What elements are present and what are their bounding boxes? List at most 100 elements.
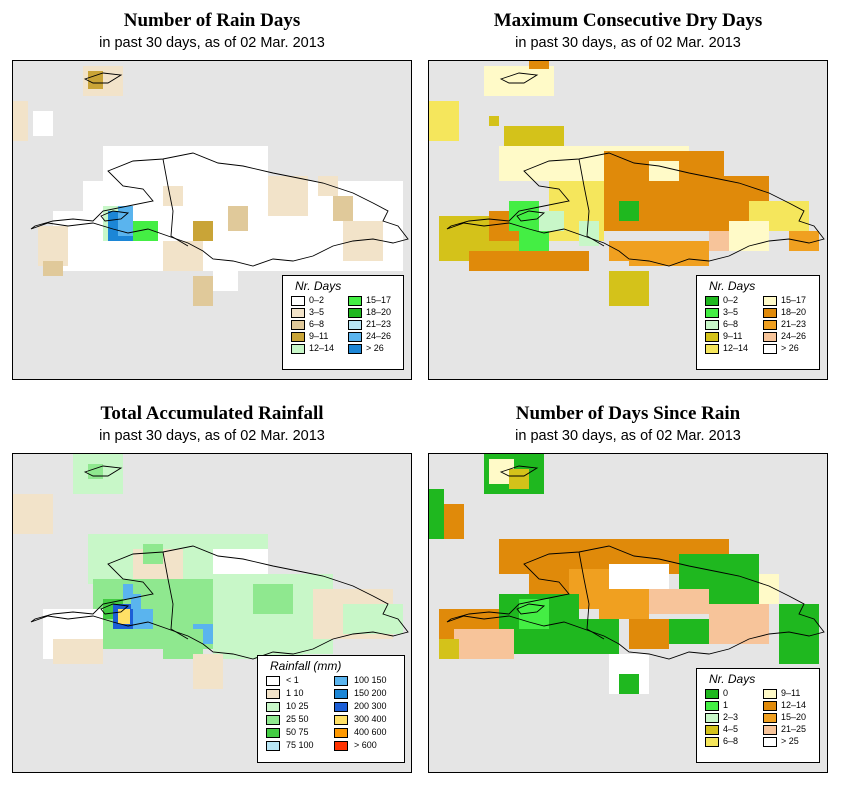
border-line	[578, 551, 605, 640]
legend-label: 300 400	[354, 714, 387, 724]
legend-label: 6–8	[723, 736, 739, 746]
legend-swatch	[705, 737, 719, 747]
legend-swatch	[266, 676, 280, 686]
legend-swatch	[348, 308, 362, 318]
legend-label: 75 100	[286, 740, 314, 750]
legend-label: 6–8	[309, 319, 325, 329]
legend-label: 18–20	[366, 307, 392, 317]
panel-subtitle: in past 30 days, as of 02 Mar. 2013	[515, 428, 741, 444]
panel-days-since-rain: Number of Days Since Rain in past 30 day…	[428, 403, 828, 783]
map-canvas	[429, 454, 825, 694]
legend-swatch	[348, 344, 362, 354]
legend-days-since-rain: Nr. Days 0 1 2–3 4–5 6–8 9–11 12–14 15–2…	[696, 668, 820, 763]
legend-swatch	[291, 308, 305, 318]
legend-label: > 26	[366, 343, 384, 353]
legend-label: 400 600	[354, 727, 387, 737]
legend-swatch	[705, 296, 719, 306]
legend-label: 3–5	[723, 307, 739, 317]
legend-label: 2–3	[723, 712, 739, 722]
legend-label: 24–26	[781, 331, 807, 341]
legend-label: 15–17	[366, 295, 392, 305]
legend-label: 1 10	[286, 688, 304, 698]
legend-label: 9–11	[781, 688, 801, 698]
legend-swatch	[348, 296, 362, 306]
legend-label: 200 300	[354, 701, 387, 711]
legend-label: 10 25	[286, 701, 309, 711]
legend-swatch	[763, 344, 777, 354]
legend-swatch	[291, 296, 305, 306]
island-gonave	[100, 210, 130, 222]
panel-title: Total Accumulated Rainfall	[100, 403, 324, 424]
legend-swatch	[705, 308, 719, 318]
legend-swatch	[705, 701, 719, 711]
legend-swatch	[763, 701, 777, 711]
panel-title: Number of Rain Days	[123, 10, 301, 31]
legend-swatch	[763, 725, 777, 735]
legend-label: 1	[723, 700, 729, 710]
legend-swatch	[291, 332, 305, 342]
legend-swatch	[705, 320, 719, 330]
legend-rain-days: Nr. Days 0–2 3–5 6–8 9–11 12–14 15–17 18…	[282, 275, 404, 370]
map-rain-days	[12, 60, 412, 380]
island-gonave	[516, 603, 546, 615]
legend-swatch	[334, 676, 348, 686]
legend-label: 150 200	[354, 688, 387, 698]
legend-title: Rainfall (mm)	[270, 659, 342, 673]
legend-swatch	[334, 689, 348, 699]
grid-cells	[429, 61, 819, 306]
panel-subtitle: in past 30 days, as of 02 Mar. 2013	[99, 428, 325, 444]
legend-label: > 26	[781, 343, 799, 353]
island-gonave	[516, 210, 546, 222]
legend-swatch	[705, 332, 719, 342]
legend-swatch	[291, 320, 305, 330]
legend-swatch	[266, 715, 280, 725]
island-tortuga	[499, 72, 539, 84]
legend-swatch	[763, 689, 777, 699]
map-canvas	[429, 61, 825, 306]
legend-label: 9–11	[723, 331, 743, 341]
panel-title: Maximum Consecutive Dry Days	[493, 10, 763, 31]
legend-label: 12–14	[781, 700, 807, 710]
legend-label: 4–5	[723, 724, 739, 734]
legend-swatch	[334, 702, 348, 712]
legend-swatch	[334, 715, 348, 725]
legend-swatch	[334, 741, 348, 751]
legend-label: 12–14	[723, 343, 749, 353]
legend-label: 0–2	[723, 295, 739, 305]
legend-title: Nr. Days	[709, 279, 756, 293]
grid-cells	[13, 454, 403, 689]
legend-swatch	[763, 713, 777, 723]
map-canvas	[13, 66, 409, 306]
legend-label: 21–23	[781, 319, 807, 329]
legend-rainfall: Rainfall (mm) < 1 1 10 10 25 25 50 50 75…	[257, 655, 405, 763]
panel-subtitle: in past 30 days, as of 02 Mar. 2013	[99, 35, 325, 51]
legend-swatch	[705, 344, 719, 354]
legend-label: 0–2	[309, 295, 325, 305]
legend-label: 25 50	[286, 714, 309, 724]
island-tortuga	[83, 72, 123, 84]
legend-label: 9–11	[309, 331, 329, 341]
legend-swatch	[763, 320, 777, 330]
legend-swatch	[763, 308, 777, 318]
legend-swatch	[705, 689, 719, 699]
panel-dry-days: Maximum Consecutive Dry Days in past 30 …	[428, 10, 828, 390]
legend-label: 21–25	[781, 724, 807, 734]
island-tortuga	[83, 465, 123, 477]
legend-label: 15–17	[781, 295, 807, 305]
legend-title: Nr. Days	[295, 279, 342, 293]
legend-label: 18–20	[781, 307, 807, 317]
legend-dry-days: Nr. Days 0–2 3–5 6–8 9–11 12–14 15–17 18…	[696, 275, 820, 370]
panel-title: Number of Days Since Rain	[515, 403, 741, 424]
legend-swatch	[266, 702, 280, 712]
island-tortuga	[499, 465, 539, 477]
panel-rain-days: Number of Rain Days in past 30 days, as …	[12, 10, 412, 390]
legend-label: 12–14	[309, 343, 335, 353]
legend-label: 6–8	[723, 319, 739, 329]
legend-swatch	[348, 320, 362, 330]
legend-swatch	[334, 728, 348, 738]
panel-subtitle: in past 30 days, as of 02 Mar. 2013	[515, 35, 741, 51]
legend-swatch	[705, 725, 719, 735]
border-line	[578, 158, 605, 247]
legend-label: 50 75	[286, 727, 309, 737]
legend-title: Nr. Days	[709, 672, 756, 686]
